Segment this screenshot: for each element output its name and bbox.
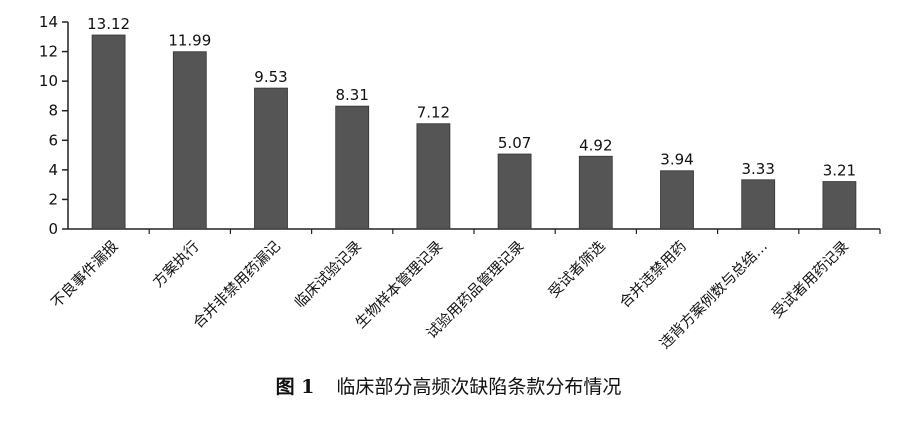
bar (335, 105, 370, 230)
bar (741, 179, 776, 230)
y-tick-label: 2 (48, 190, 58, 208)
data-label: 13.12 (87, 15, 130, 33)
data-labels: 13.12 11.99 9.53 8.31 7.12 5.07 4.92 3.94 3.33 3.… (87, 15, 856, 180)
category-label: 生物样本管理记录 (352, 238, 446, 332)
bar (416, 123, 451, 230)
data-label: 4.92 (579, 136, 612, 154)
bar-chart: 0 2 4 6 8 10 12 14 13.12 11.99 9.53 8.31 7.12 5.07 4.… (39, 13, 881, 352)
x-axis (68, 228, 881, 234)
category-label: 受试者用药记录 (768, 238, 852, 322)
y-tick-label: 0 (48, 220, 58, 238)
category-label: 不良事件漏报 (48, 238, 122, 312)
figure-number: 图 1 (275, 376, 315, 398)
category-label: 受试者筛选 (545, 238, 608, 301)
caption-text: 临床部分高频次缺陷条款分布情况 (336, 376, 622, 398)
category-label: 合并非禁用药漏记 (190, 238, 284, 332)
category-label: 合并违禁用药 (616, 238, 690, 312)
y-tick-label: 6 (48, 131, 58, 149)
y-tick-label: 12 (39, 43, 58, 61)
data-label: 9.53 (254, 68, 287, 86)
y-tick-label: 14 (39, 13, 58, 31)
y-tick-label: 10 (39, 72, 58, 90)
data-label: 3.33 (741, 160, 774, 178)
category-label: 临床试验记录 (291, 238, 365, 312)
bars (91, 34, 857, 230)
bar (497, 153, 532, 230)
bar (660, 170, 694, 230)
y-axis: 0 2 4 6 8 10 12 14 (39, 13, 69, 238)
bar (254, 87, 288, 230)
data-label: 3.21 (823, 162, 856, 180)
figure-caption: 图 1 临床部分高频次缺陷条款分布情况 (0, 372, 897, 399)
data-label: 11.99 (168, 32, 211, 50)
bar (91, 34, 126, 230)
y-tick-label: 4 (48, 161, 58, 179)
category-label: 方案执行 (149, 237, 203, 291)
bar (578, 155, 613, 230)
bar (172, 51, 207, 230)
data-label: 3.94 (660, 151, 693, 169)
data-label: 8.31 (335, 86, 368, 104)
data-label: 5.07 (498, 134, 531, 152)
y-tick-label: 8 (48, 102, 58, 120)
data-label: 7.12 (417, 104, 450, 122)
bar (822, 181, 857, 230)
